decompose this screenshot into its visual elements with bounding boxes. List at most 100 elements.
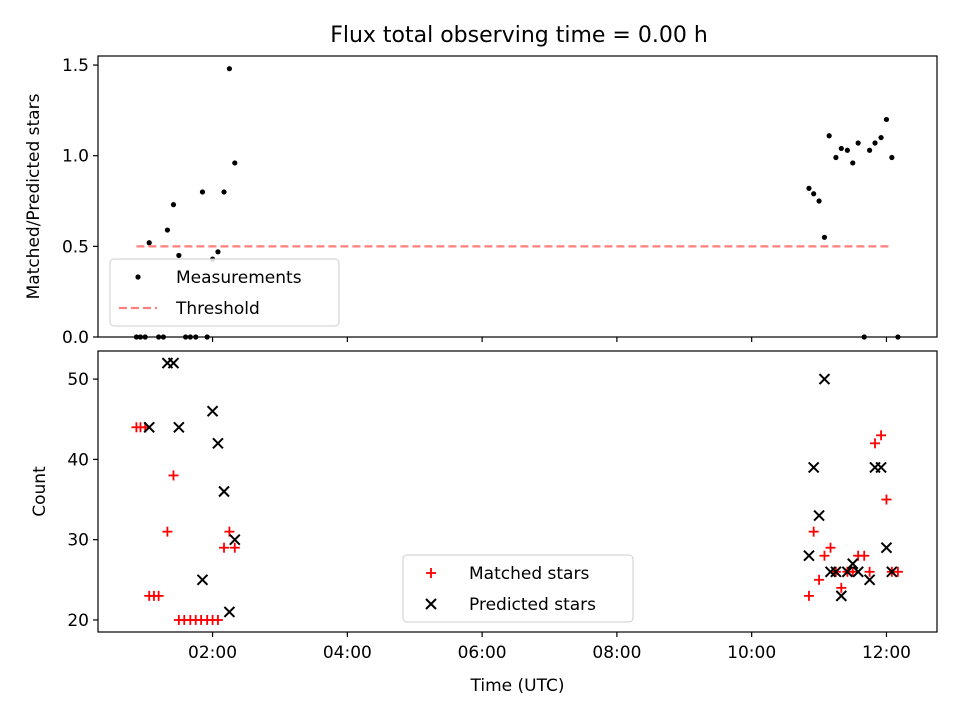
data-point xyxy=(886,566,898,578)
legend-entry: Threshold xyxy=(119,299,260,319)
data-point xyxy=(223,606,236,618)
y-tick-label: 0.0 xyxy=(62,328,89,348)
data-point xyxy=(806,185,812,191)
data-point xyxy=(889,154,895,161)
data-point xyxy=(816,198,822,204)
y-tick-label: 50 xyxy=(67,370,89,390)
legend-label: Predicted stars xyxy=(469,595,596,615)
data-point xyxy=(173,421,185,433)
data-point xyxy=(176,252,182,259)
data-point xyxy=(872,140,878,146)
data-point xyxy=(811,191,817,197)
legend: Matched stars Predicted stars xyxy=(402,554,634,623)
data-point xyxy=(855,140,861,146)
data-point xyxy=(825,542,836,553)
x-tick-label: 02:00 xyxy=(188,643,237,663)
axes-frame xyxy=(97,55,938,338)
axes-frame xyxy=(97,350,938,633)
y-tick-label: 20 xyxy=(67,611,89,631)
data-point xyxy=(830,566,842,578)
legend-marker xyxy=(426,568,436,578)
legend-entry: Matched stars xyxy=(426,564,589,584)
data-point xyxy=(863,574,876,586)
data-point xyxy=(164,227,171,233)
data-point xyxy=(813,509,825,522)
y-tick-label: 1.5 xyxy=(62,56,89,76)
x-tick-label: 12:00 xyxy=(862,643,911,663)
data-point xyxy=(852,566,864,578)
data-point xyxy=(859,550,870,561)
data-point xyxy=(143,421,155,433)
bottom-panel: 20 30 40 50 02:00 04:00 06:00 08:00 10:00 12:00 Co… xyxy=(30,350,938,696)
x-axis-label: Time (UTC) xyxy=(470,676,565,696)
data-point xyxy=(215,249,221,255)
legend-marker xyxy=(135,274,141,280)
data-point xyxy=(875,461,887,474)
top-panel: 0.0 0.5 1.0 1.5 Matched/Predicted stars Measu… xyxy=(24,55,938,348)
data-point xyxy=(162,526,173,537)
y-tick-label: 1.0 xyxy=(62,147,89,167)
x-tick-label: 06:00 xyxy=(458,643,507,663)
data-point xyxy=(880,541,893,554)
figure-title: Flux total observing time = 0.00 h xyxy=(330,23,708,48)
data-point xyxy=(229,533,241,546)
data-point xyxy=(836,582,847,593)
data-point xyxy=(819,550,830,561)
data-point xyxy=(850,160,856,166)
legend-box xyxy=(402,554,634,623)
data-point xyxy=(867,147,873,153)
y-tick-label: 30 xyxy=(67,531,89,551)
data-point xyxy=(221,189,227,195)
data-point xyxy=(167,357,180,369)
legend-box xyxy=(109,258,340,327)
legend-marker xyxy=(425,598,437,610)
x-tick-label: 08:00 xyxy=(592,643,641,663)
data-point xyxy=(803,590,814,601)
y-tick-label: 40 xyxy=(67,450,89,470)
series-predicted-stars xyxy=(143,357,898,618)
data-point xyxy=(226,66,233,72)
data-point xyxy=(807,461,820,474)
y-tick-label: 0.5 xyxy=(62,237,89,257)
data-point xyxy=(864,566,875,577)
data-point xyxy=(883,116,890,123)
data-point xyxy=(878,134,884,141)
data-point xyxy=(818,373,831,385)
data-point xyxy=(199,189,206,195)
data-point xyxy=(844,147,850,153)
data-point xyxy=(841,566,854,578)
data-point xyxy=(146,240,152,246)
data-point xyxy=(224,526,235,537)
y-axis-label: Count xyxy=(30,466,50,517)
data-point xyxy=(892,566,903,577)
data-point xyxy=(835,590,848,602)
legend-entry: Predicted stars xyxy=(425,595,596,615)
data-point xyxy=(219,542,230,553)
data-point xyxy=(168,470,179,481)
data-point xyxy=(206,405,219,417)
data-point xyxy=(170,202,177,208)
data-point xyxy=(847,558,859,570)
data-point xyxy=(876,430,887,441)
data-point xyxy=(838,145,844,152)
y-axis-label: Matched/Predicted stars xyxy=(24,93,44,299)
legend-entry: Measurements xyxy=(135,268,302,288)
x-tick-label: 10:00 xyxy=(727,643,776,663)
data-point xyxy=(833,154,839,161)
legend-label: Matched stars xyxy=(469,564,589,584)
data-point xyxy=(212,437,224,450)
data-point xyxy=(814,574,825,585)
data-point xyxy=(232,160,238,166)
data-point xyxy=(847,566,858,577)
data-point xyxy=(808,526,819,537)
data-point xyxy=(196,574,209,586)
data-point xyxy=(212,614,223,625)
x-tick-label: 04:00 xyxy=(323,643,372,663)
data-point xyxy=(218,485,230,498)
data-point xyxy=(881,494,892,505)
data-point xyxy=(803,550,815,562)
series-matched-stars xyxy=(131,422,903,625)
data-point xyxy=(870,438,881,449)
data-point xyxy=(229,542,240,553)
